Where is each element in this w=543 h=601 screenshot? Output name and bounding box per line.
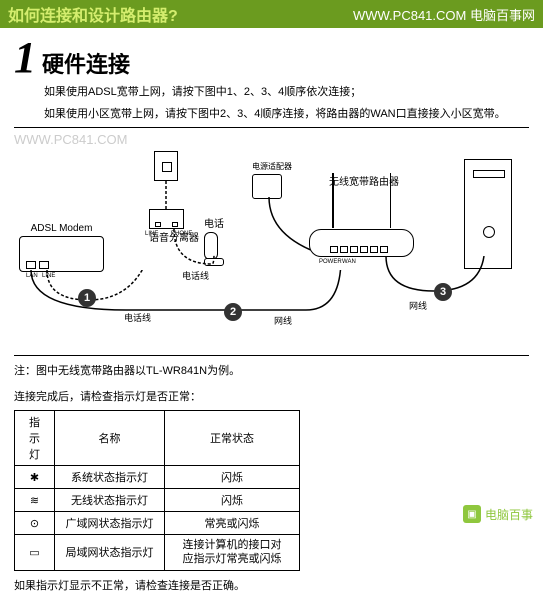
router: 无线宽带路由器 — [309, 229, 414, 257]
adsl-modem: ADSL Modem — [19, 223, 104, 272]
table-row: ⊙ 广域网状态指示灯 常亮或闪烁 — [15, 512, 300, 535]
section-number: 1 — [14, 36, 36, 80]
table-row: ▭ 局域网状态指示灯 连接计算机的接口对应指示灯常亮或闪烁 — [15, 535, 300, 571]
footer-logo: ▣ 电脑百事 — [463, 505, 533, 523]
section-name: 硬件连接 — [42, 47, 130, 79]
logo-icon: ▣ — [463, 505, 481, 523]
name-cell: 系统状态指示灯 — [55, 466, 165, 489]
icon-cell: ⊙ — [15, 512, 55, 535]
icon-cell: ✱ — [15, 466, 55, 489]
th-name: 名称 — [55, 411, 165, 466]
divider — [14, 127, 529, 128]
table-row: ≋ 无线状态指示灯 闪烁 — [15, 489, 300, 512]
diagram-note: 注：图中无线宽带路由器以TL-WR841N为例。 — [14, 362, 529, 378]
status-cell: 常亮或闪烁 — [165, 512, 300, 535]
th-status: 正常状态 — [165, 411, 300, 466]
instruction-2: 如果使用小区宽带上网，请按下图中2、3、4顺序连接，将路由器的WAN口直接接入小… — [44, 106, 529, 124]
status-cell: 闪烁 — [165, 489, 300, 512]
instruction-1: 如果使用ADSL宽带上网，请按下图中1、2、3、4顺序依次连接； — [44, 84, 529, 102]
status-cell: 闪烁 — [165, 466, 300, 489]
status-cell: 连接计算机的接口对应指示灯常亮或闪烁 — [165, 535, 300, 571]
table-footer-note: 如果指示灯显示不正常，请检查连接是否正确。 — [14, 577, 529, 593]
icon-cell: ▭ — [15, 535, 55, 571]
power-adapter: 电源适配器 — [252, 161, 292, 199]
page-header: 如何连接和设计路由器? WWW.PC841.COM 电脑百事网 — [0, 0, 543, 28]
socket-cable — [162, 181, 172, 209]
table-row: ✱ 系统状态指示灯 闪烁 — [15, 466, 300, 489]
pc-tower — [464, 159, 512, 269]
th-icon: 指示灯 — [15, 411, 55, 466]
connection-diagram: 语音分离器 LINE PHONE ADSL Modem LAN LINE 电话 … — [14, 151, 529, 351]
table-intro: 连接完成后，请检查指示灯是否正常： — [14, 388, 529, 404]
section-title: 1 硬件连接 — [14, 36, 529, 80]
name-cell: 无线状态指示灯 — [55, 489, 165, 512]
indicator-table: 指示灯 名称 正常状态 ✱ 系统状态指示灯 闪烁 ≋ 无线状态指示灯 闪烁 ⊙ … — [14, 410, 300, 571]
name-cell: 局域网状态指示灯 — [55, 535, 165, 571]
table-header-row: 指示灯 名称 正常状态 — [15, 411, 300, 466]
header-title: 如何连接和设计路由器? — [8, 2, 178, 26]
header-site: WWW.PC841.COM 电脑百事网 — [353, 5, 535, 24]
icon-cell: ≋ — [15, 489, 55, 512]
watermark: WWW.PC841.COM — [14, 132, 529, 147]
footer-brand: 电脑百事 — [485, 506, 533, 523]
name-cell: 广域网状态指示灯 — [55, 512, 165, 535]
wall-socket — [154, 151, 178, 181]
divider-2 — [14, 355, 529, 356]
indicator-table-section: 连接完成后，请检查指示灯是否正常： 指示灯 名称 正常状态 ✱ 系统状态指示灯 … — [14, 388, 529, 593]
